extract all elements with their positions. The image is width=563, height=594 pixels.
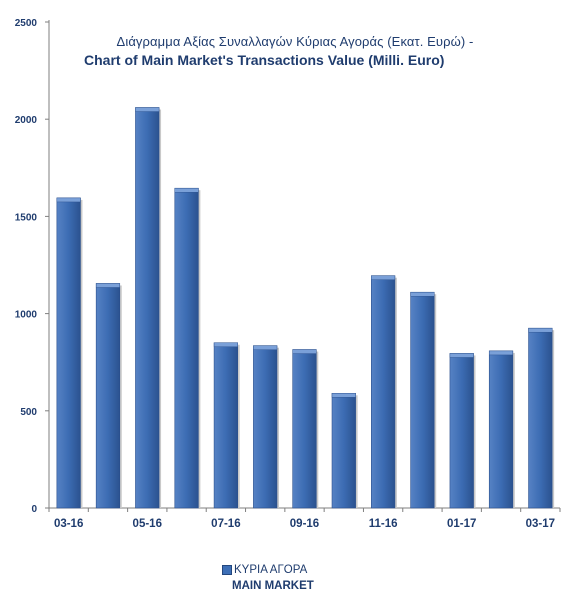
x-tick-label: 09-16 bbox=[290, 518, 319, 530]
bar bbox=[449, 353, 476, 509]
x-tick-label: 07-16 bbox=[211, 518, 240, 530]
bar bbox=[135, 107, 162, 509]
legend-label-greek: ΚΥΡΙΑ ΑΓΟΡΑ bbox=[234, 564, 308, 576]
x-axis: 03-16 05-16 07-16 09-16 11-16 01-17 03-17 bbox=[48, 507, 561, 530]
y-tick-label: 2500 bbox=[15, 18, 38, 29]
bar bbox=[331, 393, 358, 509]
bar bbox=[253, 345, 279, 509]
y-tick-label: 0 bbox=[31, 504, 37, 515]
bar bbox=[528, 327, 555, 509]
bar bbox=[95, 283, 122, 509]
y-tick-label: 2000 bbox=[15, 115, 38, 126]
x-tick-label: 03-16 bbox=[54, 518, 83, 530]
bar bbox=[410, 291, 437, 509]
x-tick-label: 05-16 bbox=[133, 518, 162, 530]
x-tick-label: 01-17 bbox=[447, 518, 476, 530]
legend: ΚΥΡΙΑ ΑΓΟΡΑ bbox=[222, 564, 307, 576]
chart-subtitle: Chart of Main Market's Transactions Valu… bbox=[84, 52, 445, 68]
bars bbox=[56, 107, 555, 509]
x-tick-label: 11-16 bbox=[369, 518, 398, 530]
y-axis: 0 500 1000 1500 2000 2500 bbox=[15, 18, 50, 515]
y-tick-label: 1000 bbox=[15, 310, 38, 321]
y-tick-label: 1500 bbox=[15, 212, 38, 223]
legend-label-english: MAIN MARKET bbox=[232, 580, 314, 592]
bar bbox=[292, 349, 319, 509]
bar bbox=[488, 350, 515, 509]
chart-title: Διάγραμμα Αξίας Συναλλαγών Κύριας Αγοράς… bbox=[116, 34, 474, 49]
bar bbox=[371, 275, 397, 509]
bar bbox=[56, 197, 83, 509]
bar bbox=[174, 187, 201, 509]
bar bbox=[213, 342, 240, 509]
legend-swatch bbox=[222, 564, 232, 575]
y-tick-label: 500 bbox=[20, 407, 37, 418]
x-tick-label: 03-17 bbox=[526, 518, 555, 530]
